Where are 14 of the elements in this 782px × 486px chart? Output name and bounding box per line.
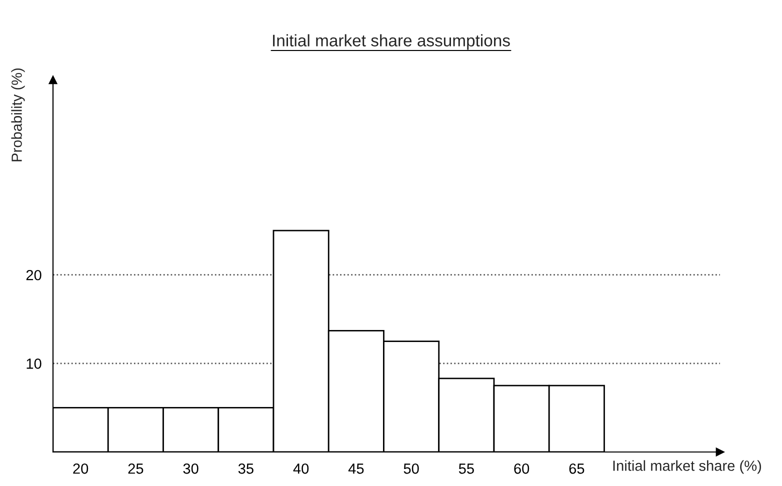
- x-tick-label: 30: [183, 463, 198, 474]
- chart-title: Initial market share assumptions: [273, 34, 510, 50]
- x-tick-label: 50: [404, 463, 419, 474]
- x-tick-label: 20: [73, 463, 88, 474]
- x-axis-title: Initial market share (%): [613, 460, 762, 474]
- x-tick-label: 40: [293, 463, 309, 474]
- y-axis-title: Probability (%): [11, 68, 25, 162]
- x-tick-label: 55: [458, 464, 474, 474]
- x-tick-label: 25: [128, 463, 144, 474]
- x-tick-label: 65: [569, 463, 584, 474]
- x-tick-label: 45: [348, 464, 364, 474]
- x-tick-label: 60: [514, 463, 530, 474]
- x-tick-label: 35: [238, 463, 254, 474]
- y-tick-label: 10: [26, 358, 42, 369]
